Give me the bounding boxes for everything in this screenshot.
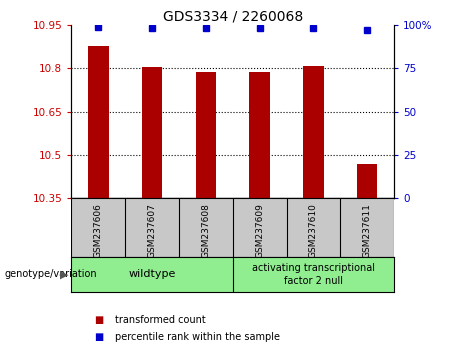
Bar: [88, 46, 109, 198]
Bar: [142, 67, 162, 198]
Text: GSM237610: GSM237610: [309, 203, 318, 258]
Text: ■: ■: [95, 332, 104, 342]
Text: percentile rank within the sample: percentile rank within the sample: [115, 332, 280, 342]
Text: activating transcriptional
factor 2 null: activating transcriptional factor 2 null: [252, 263, 375, 286]
Text: ■: ■: [95, 315, 104, 325]
Text: ▶: ▶: [60, 269, 68, 279]
Text: genotype/variation: genotype/variation: [5, 269, 97, 279]
Text: GSM237611: GSM237611: [363, 203, 372, 258]
Text: GSM237606: GSM237606: [94, 203, 103, 258]
Bar: [249, 73, 270, 198]
Text: wildtype: wildtype: [129, 269, 176, 279]
Bar: [357, 164, 378, 198]
Bar: [303, 66, 324, 198]
Text: GSM237607: GSM237607: [148, 203, 157, 258]
Title: GDS3334 / 2260068: GDS3334 / 2260068: [163, 10, 303, 24]
Text: GSM237608: GSM237608: [201, 203, 210, 258]
Text: transformed count: transformed count: [115, 315, 206, 325]
Text: GSM237609: GSM237609: [255, 203, 264, 258]
Bar: [195, 73, 216, 198]
